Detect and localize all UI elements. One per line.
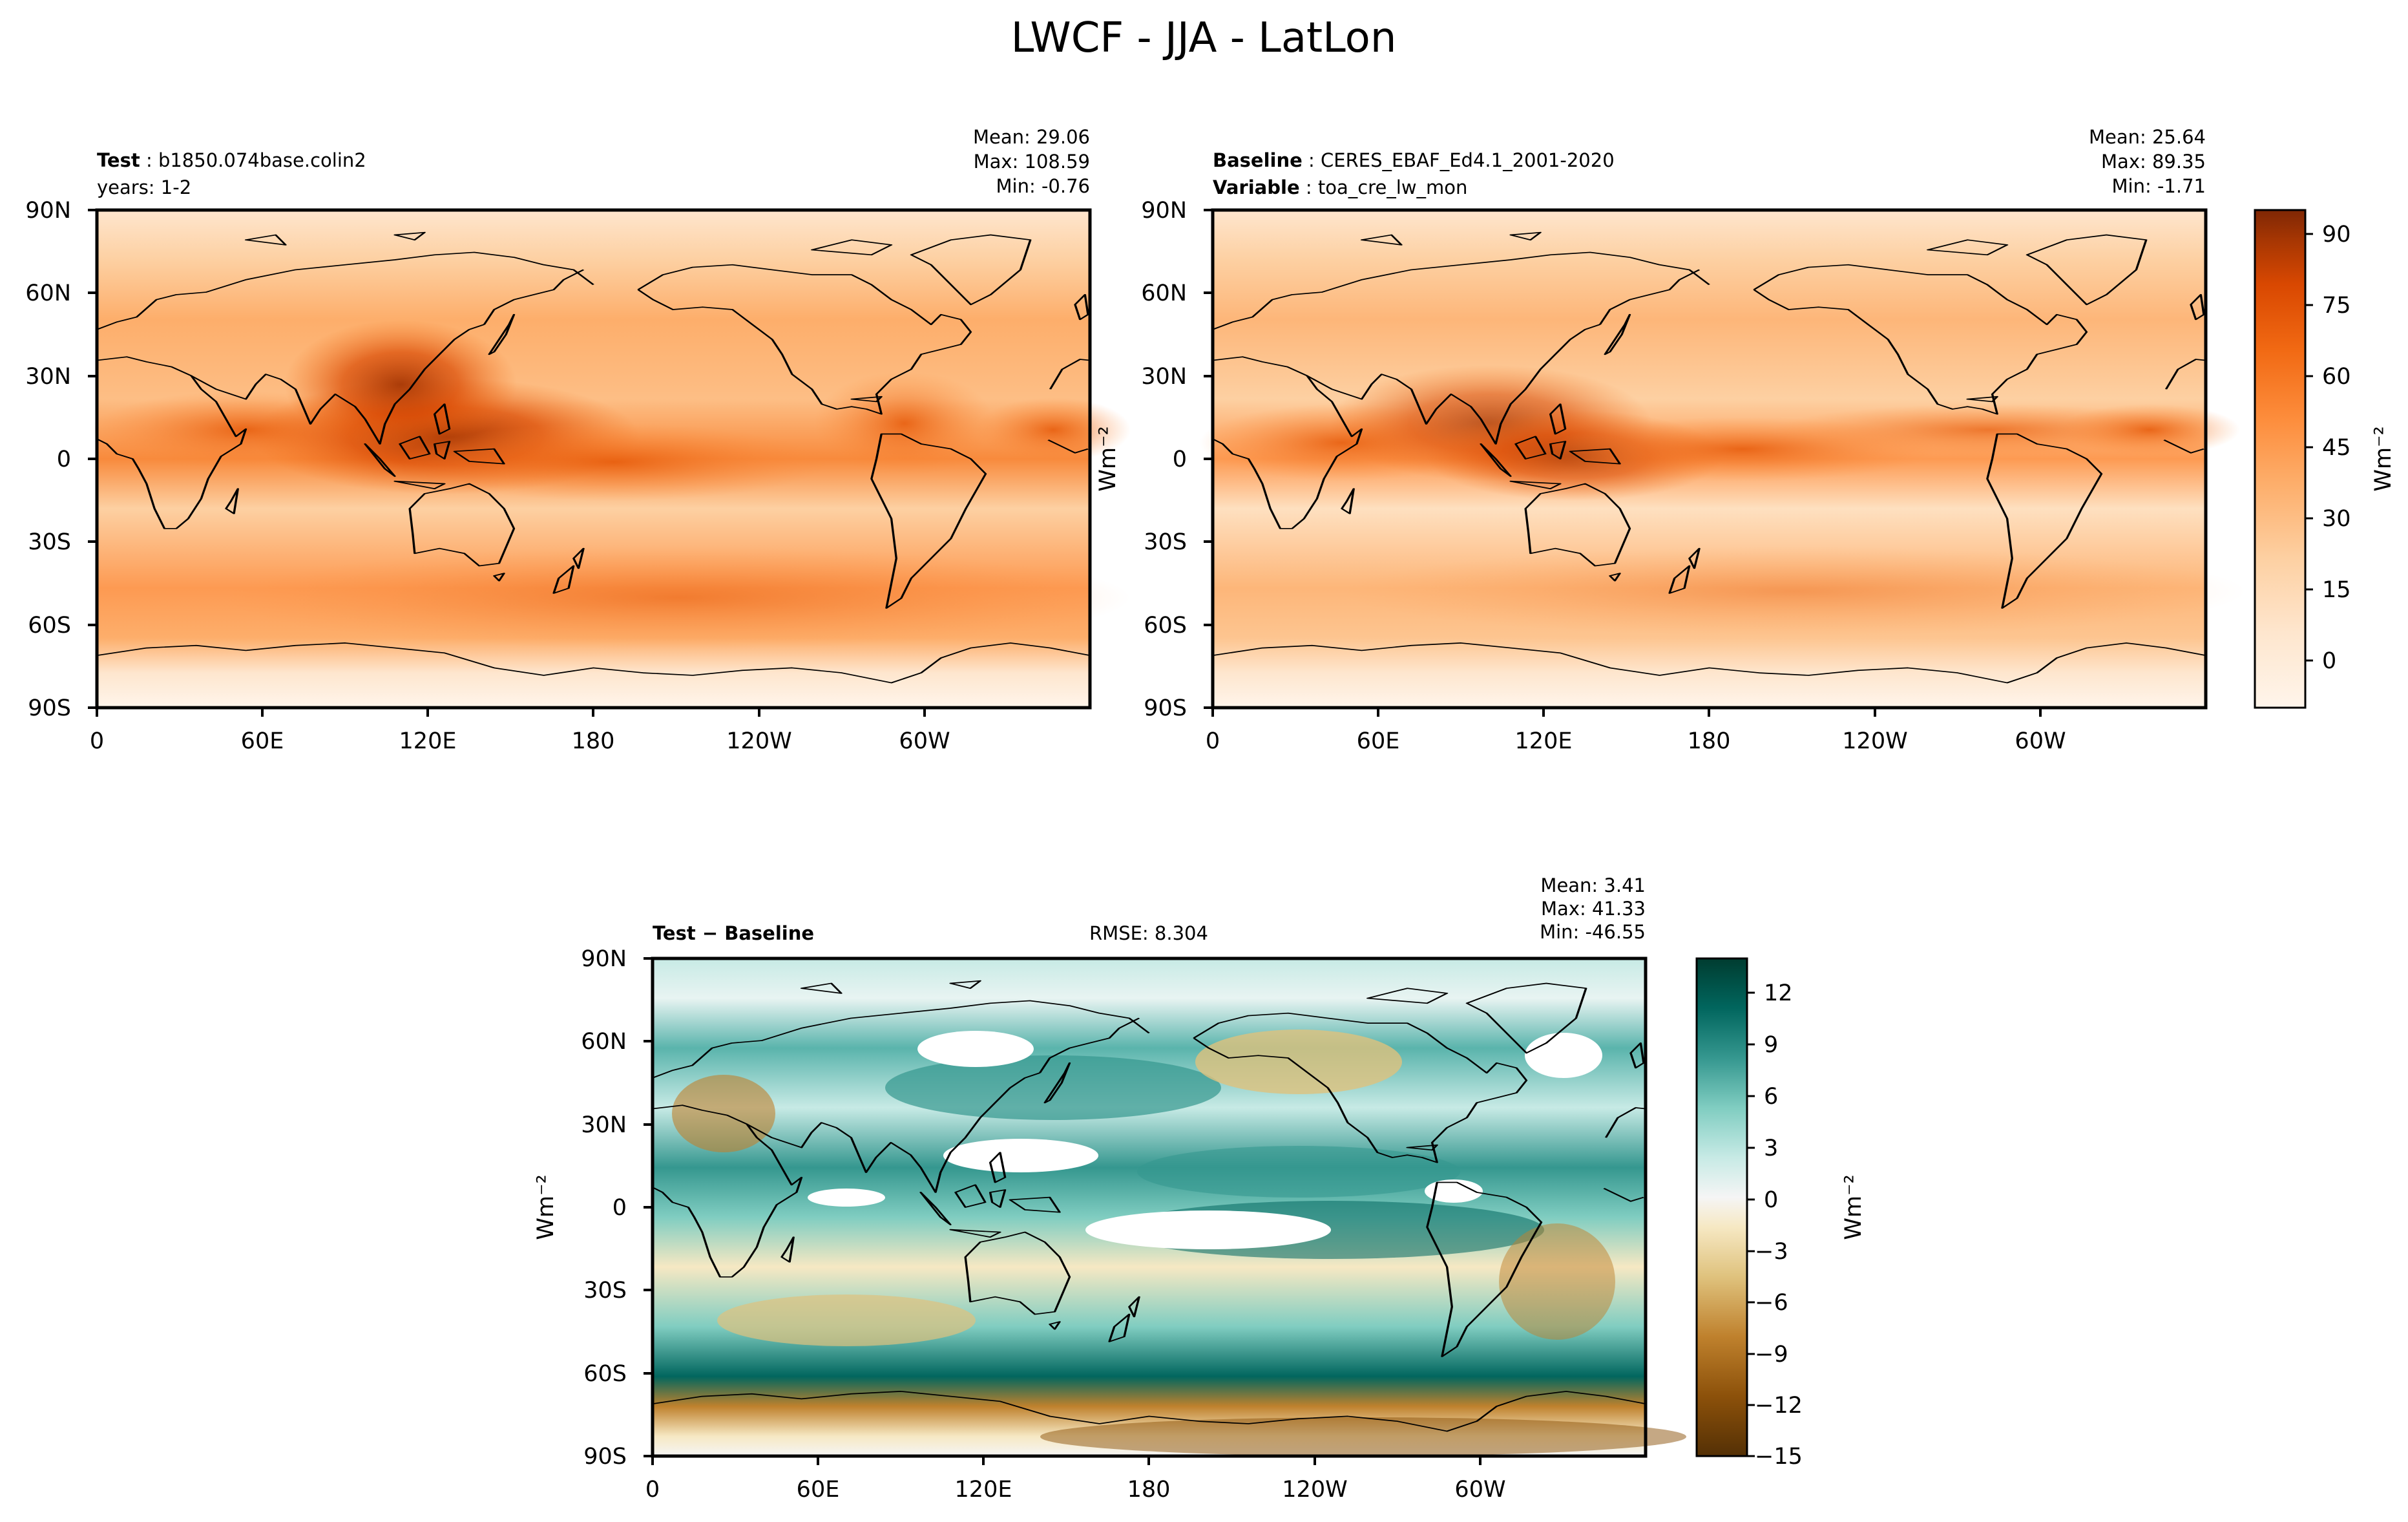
diff-stat-min: Min: -46.55	[1540, 921, 1646, 943]
test-map	[90, 208, 1131, 710]
baseline-map	[1200, 208, 2246, 710]
diff-xtick-label: 180	[1127, 1477, 1171, 1503]
test-panel: Test : b1850.074base.colin2 years: 1-2 M…	[25, 126, 1131, 754]
diff-rmse: RMSE: 8.304	[1089, 922, 1208, 944]
diff-ytick-label: 0	[612, 1195, 627, 1221]
baseline-ytick-label: 30S	[1144, 529, 1187, 555]
baseline-ytick-label: 60S	[1144, 613, 1187, 639]
test-xtick-label: 120W	[726, 728, 791, 754]
diff-colorbar-tick: −3	[1755, 1239, 1788, 1265]
baseline-panel: Baseline : CERES_EBAF_Ed4.1_2001-2020 Va…	[1141, 126, 2396, 754]
diff-xtick-label: 0	[645, 1477, 660, 1503]
test-stat-mean: Mean: 29.06	[973, 126, 1090, 148]
baseline-ytick-label: 60N	[1141, 280, 1187, 306]
baseline-ytick-label: 0	[1173, 447, 1187, 472]
test-ytick-label: 0	[57, 447, 71, 472]
test-label-value: b1850.074base.colin2	[158, 149, 366, 171]
diff-colorbar-tick: 3	[1764, 1136, 1778, 1161]
diff-ylabel: Wm⁻²	[533, 1174, 559, 1240]
test-stat-min: Min: -0.76	[996, 175, 1090, 197]
baseline-variable: Variable : toa_cre_lw_mon	[1213, 176, 1467, 198]
baseline-xtick-label: 120E	[1515, 728, 1573, 754]
orange-colorbar-tick: 75	[2322, 293, 2351, 319]
test-ytick-label: 60S	[28, 613, 71, 639]
diff-stat-max: Max: 41.33	[1541, 898, 1646, 920]
test-label: Test : b1850.074base.colin2	[97, 149, 366, 171]
baseline-label-value: CERES_EBAF_Ed4.1_2001-2020	[1321, 149, 1615, 171]
diff-colorbar-label: Wm⁻²	[1841, 1174, 1867, 1240]
test-ytick-label: 90S	[28, 695, 71, 721]
test-xtick-label: 0	[90, 728, 104, 754]
diff-colorbar-tick: −15	[1755, 1444, 1803, 1470]
baseline-xtick-label: 60W	[2015, 728, 2066, 754]
diff-colorbar-tick: −6	[1755, 1290, 1788, 1316]
orange-colorbar-tick: 45	[2322, 435, 2351, 461]
baseline-xtick-label: 60E	[1357, 728, 1400, 754]
diff-ytick-label: 90N	[581, 946, 627, 972]
baseline-xtick-label: 120W	[1842, 728, 1907, 754]
test-xtick-labels: 0 60E 120E 180 120W 60W	[90, 728, 950, 754]
test-ytick-label: 30S	[28, 529, 71, 555]
baseline-variable-value: toa_cre_lw_mon	[1318, 176, 1468, 198]
orange-colorbar-tick: 15	[2322, 577, 2351, 603]
diff-ytick-label: 60S	[583, 1361, 627, 1387]
diff-xtick-label: 120W	[1282, 1477, 1347, 1503]
diff-colorbar-tick: 9	[1764, 1032, 1778, 1058]
test-ytick-label: 60N	[25, 280, 71, 306]
test-stat-max: Max: 108.59	[974, 151, 1090, 173]
test-xtick-label: 120E	[399, 728, 457, 754]
test-xtick-label: 180	[572, 728, 615, 754]
diff-stat-mean: Mean: 3.41	[1540, 874, 1646, 896]
baseline-label: Baseline : CERES_EBAF_Ed4.1_2001-2020	[1213, 149, 1615, 171]
baseline-xtick-labels: 0 60E 120E 180 120W 60W	[1206, 728, 2066, 754]
baseline-stat-min: Min: -1.71	[2112, 175, 2206, 197]
baseline-variable-bold: Variable	[1213, 176, 1300, 198]
diff-ytick-label: 60N	[581, 1029, 627, 1055]
diff-map	[651, 957, 1686, 1458]
figure-title: LWCF - JJA - LatLon	[1011, 14, 1397, 62]
baseline-ytick-labels: 90N 60N 30N 0 30S 60S 90S	[1141, 198, 1187, 721]
test-label-bold: Test	[97, 149, 140, 171]
baseline-ytick-label: 30N	[1141, 364, 1187, 390]
diff-xtick-label: 60W	[1454, 1477, 1505, 1503]
diff-colorbar-tick: 0	[1764, 1187, 1778, 1213]
diff-colorbar: 12 9 6 3 0 −3 −6 −9 −12 −15 Wm⁻²	[1695, 957, 1867, 1470]
baseline-stat-mean: Mean: 25.64	[2089, 126, 2206, 148]
test-xtick-label: 60W	[899, 728, 950, 754]
orange-colorbar: 0 15 30 45 60 75 90 Wm⁻²	[2254, 209, 2396, 709]
orange-colorbar-tick: 60	[2322, 364, 2351, 390]
diff-xtick-label: 60E	[797, 1477, 840, 1503]
baseline-xtick-label: 0	[1206, 728, 1220, 754]
orange-colorbar-label: Wm⁻²	[2371, 426, 2396, 491]
orange-colorbar-tick: 90	[2322, 222, 2351, 248]
diff-colorbar-tick: −9	[1755, 1342, 1788, 1368]
diff-panel: Test − Baseline RMSE: 8.304 Mean: 3.41 M…	[533, 874, 1867, 1503]
orange-colorbar-tick: 30	[2322, 506, 2351, 532]
diff-ytick-label: 30N	[581, 1112, 627, 1138]
test-ytick-label: 90N	[25, 198, 71, 224]
test-years: years: 1-2	[97, 176, 191, 198]
diff-ytick-label: 30S	[583, 1278, 627, 1304]
diff-ytick-labels: 90N 60N 30N 0 30S 60S 90S	[581, 946, 627, 1470]
diff-xtick-label: 120E	[955, 1477, 1012, 1503]
diff-label: Test − Baseline	[653, 922, 814, 944]
diff-colorbar-tick: 6	[1764, 1084, 1778, 1110]
diff-colorbar-tick: −12	[1755, 1393, 1803, 1419]
test-ylabel: Wm⁻²	[1095, 426, 1121, 491]
orange-colorbar-tick: 0	[2322, 648, 2336, 674]
test-xtick-label: 60E	[241, 728, 284, 754]
baseline-stat-max: Max: 89.35	[2101, 151, 2206, 173]
baseline-ytick-label: 90S	[1144, 695, 1187, 721]
baseline-ytick-label: 90N	[1141, 198, 1187, 224]
test-ytick-labels: 90N 60N 30N 0 30S 60S 90S	[25, 198, 71, 721]
baseline-label-bold: Baseline	[1213, 149, 1303, 171]
diff-xtick-labels: 0 60E 120E 180 120W 60W	[645, 1477, 1506, 1503]
diff-ytick-label: 90S	[583, 1444, 627, 1470]
test-ytick-label: 30N	[25, 364, 71, 390]
diff-colorbar-tick: 12	[1764, 980, 1793, 1006]
baseline-xtick-label: 180	[1688, 728, 1731, 754]
